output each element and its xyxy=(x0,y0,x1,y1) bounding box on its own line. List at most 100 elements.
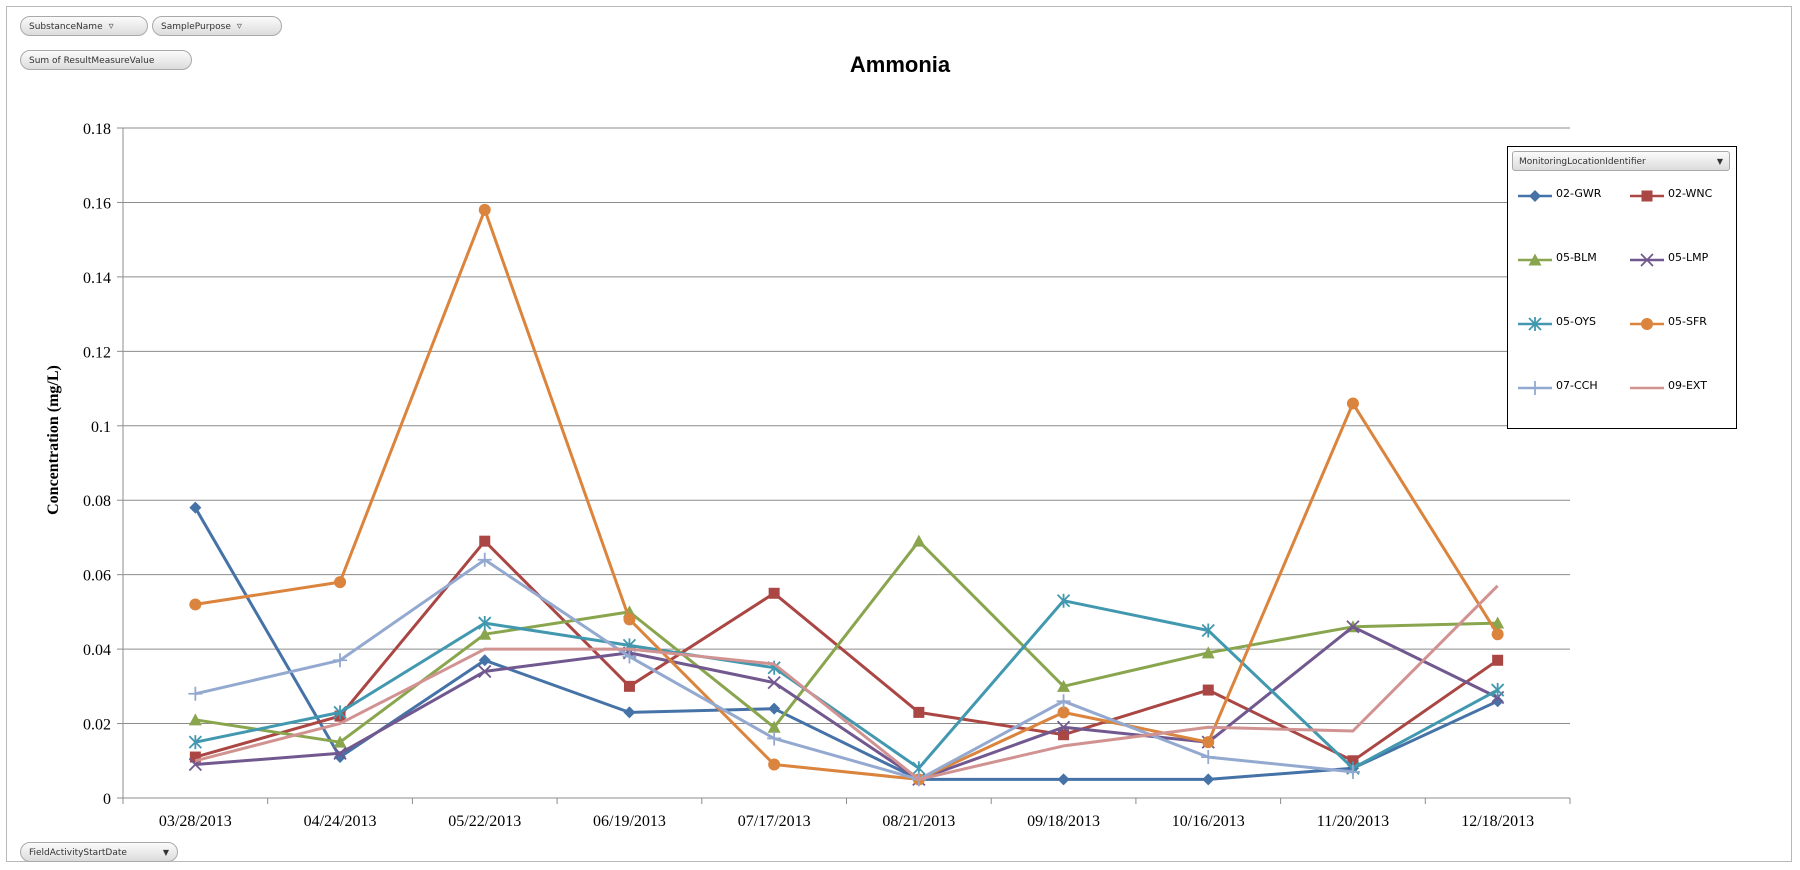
data-point xyxy=(767,675,781,690)
series-05-OYS xyxy=(188,593,1505,776)
data-point xyxy=(1202,684,1214,696)
y-tick-label: 0 xyxy=(103,791,111,808)
x-tick-label: 11/20/2013 xyxy=(1317,813,1389,830)
substance-filter-label: SubstanceName xyxy=(29,22,103,32)
legend-item: 02-WNC xyxy=(1628,185,1740,205)
data-point xyxy=(333,653,348,668)
data-point xyxy=(477,552,492,567)
series-05-LMP xyxy=(188,620,1505,787)
x-tick-label: 09/18/2013 xyxy=(1027,813,1100,830)
data-point xyxy=(333,746,347,760)
series-line xyxy=(195,539,1498,744)
legend-item: 05-LMP xyxy=(1628,249,1740,269)
legend-item: 02-GWR xyxy=(1516,185,1628,205)
legend-marker xyxy=(1528,317,1542,331)
data-point xyxy=(1057,706,1070,719)
data-point xyxy=(478,203,491,216)
legend-swatch xyxy=(1518,190,1552,202)
data-point xyxy=(1058,729,1070,741)
x-tick-label: 10/16/2013 xyxy=(1172,813,1245,830)
legend-label: 05-BLM xyxy=(1556,251,1597,264)
data-point xyxy=(1057,773,1070,786)
data-point xyxy=(1346,620,1360,634)
legend-label: 02-WNC xyxy=(1668,187,1713,200)
series-line xyxy=(194,539,1499,763)
data-point xyxy=(1491,695,1504,708)
values-field-button[interactable]: Sum of ResultMeasureValue xyxy=(20,50,192,70)
data-point xyxy=(189,751,201,763)
legend-swatch xyxy=(1630,386,1664,390)
legend-swatch xyxy=(1630,190,1664,202)
data-point xyxy=(768,702,781,715)
legend-label: 07-CCH xyxy=(1556,379,1598,392)
data-point xyxy=(913,706,925,718)
data-point xyxy=(188,735,202,750)
legend-item: 05-BLM xyxy=(1516,249,1628,269)
data-point xyxy=(333,705,347,720)
y-tick-label: 0.16 xyxy=(83,195,111,212)
axis-field-button[interactable]: FieldActivityStartDate ▼ xyxy=(20,842,178,862)
data-point xyxy=(1201,750,1216,765)
legend-field-label: MonitoringLocationIdentifier xyxy=(1519,157,1646,167)
x-tick-label: 07/17/2013 xyxy=(738,813,811,830)
data-point xyxy=(768,758,781,771)
series-09-EXT xyxy=(194,584,1499,781)
purpose-filter-button[interactable]: SamplePurpose ▿ xyxy=(152,16,282,36)
y-tick-label: 0.02 xyxy=(83,717,111,734)
y-tick-label: 0.1 xyxy=(91,419,111,436)
series-05-SFR xyxy=(189,203,1504,786)
data-point xyxy=(479,535,491,547)
filter-icon: ▿ xyxy=(108,21,114,32)
x-tick-label: 03/28/2013 xyxy=(159,813,232,830)
data-point xyxy=(1491,683,1505,698)
x-tick-label: 12/18/2013 xyxy=(1461,813,1534,830)
data-point xyxy=(1201,623,1215,638)
legend-label: 09-EXT xyxy=(1668,379,1707,392)
data-point xyxy=(1202,773,1215,786)
legend-label: 02-GWR xyxy=(1556,187,1602,200)
x-tick-label: 08/21/2013 xyxy=(882,813,955,830)
data-point xyxy=(622,649,637,664)
data-point xyxy=(1491,616,1505,629)
legend-marker xyxy=(1641,190,1653,202)
substance-filter-button[interactable]: SubstanceName ▿ xyxy=(20,16,148,36)
y-tick-label: 0.12 xyxy=(83,344,111,361)
dropdown-arrow-icon: ▼ xyxy=(1716,157,1723,166)
chart-legend: MonitoringLocationIdentifier ▼ 02-GWR 02-W… xyxy=(1507,146,1737,429)
values-field-label: Sum of ResultMeasureValue xyxy=(29,56,155,66)
legend-field-button[interactable]: MonitoringLocationIdentifier ▼ xyxy=(1512,151,1730,171)
legend-marker xyxy=(1640,253,1654,267)
legend-marker xyxy=(1641,318,1653,330)
legend-marker xyxy=(1529,190,1541,202)
data-point xyxy=(188,686,203,701)
legend-swatch xyxy=(1630,253,1664,267)
data-point xyxy=(1056,720,1071,734)
data-point xyxy=(623,680,635,692)
series-line xyxy=(194,599,1499,770)
data-point xyxy=(623,613,636,626)
data-point xyxy=(1202,736,1215,749)
filter-icon: ▿ xyxy=(236,21,242,32)
legend-swatch xyxy=(1518,317,1552,331)
data-point xyxy=(1057,679,1071,692)
legend-marker xyxy=(1528,253,1542,266)
legend-item: 05-OYS xyxy=(1516,313,1628,333)
data-point xyxy=(1056,593,1071,608)
series-02-GWR xyxy=(189,501,1504,786)
data-point xyxy=(478,654,491,667)
dropdown-arrow-icon: ▼ xyxy=(162,848,169,857)
legend-item: 05-SFR xyxy=(1628,313,1740,333)
data-point xyxy=(1345,764,1360,779)
data-point xyxy=(333,735,347,748)
legend-label: 05-OYS xyxy=(1556,315,1597,328)
series-line xyxy=(195,625,1499,781)
series-line xyxy=(195,208,1499,781)
data-point xyxy=(478,627,492,640)
x-tick-label: 04/24/2013 xyxy=(304,813,377,830)
y-tick-label: 0.08 xyxy=(83,493,111,510)
data-point xyxy=(1056,694,1071,709)
legend-label: 05-LMP xyxy=(1668,251,1709,264)
y-tick-label: 0.04 xyxy=(83,642,111,659)
legend-marker xyxy=(1528,381,1542,395)
data-point xyxy=(1346,397,1359,410)
